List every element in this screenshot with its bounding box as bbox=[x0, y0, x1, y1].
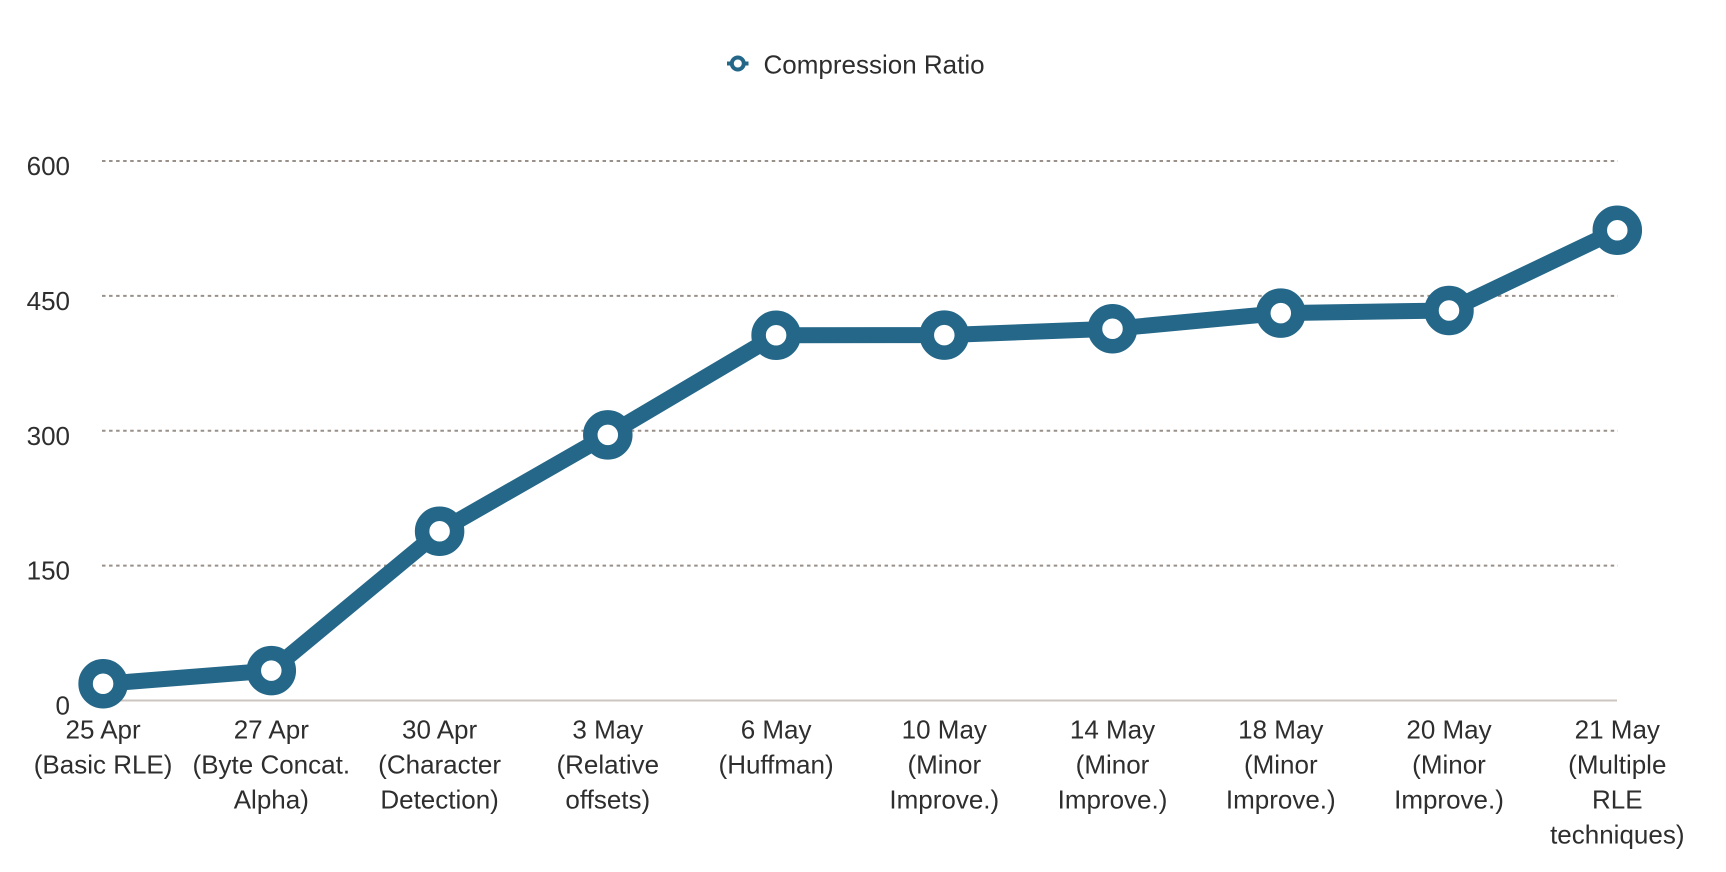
svg-text:(Huffman): (Huffman) bbox=[719, 750, 834, 780]
svg-text:Compression Ratio: Compression Ratio bbox=[764, 50, 985, 80]
svg-text:(Minor: (Minor bbox=[1244, 750, 1318, 780]
svg-text:21 May: 21 May bbox=[1575, 715, 1660, 745]
svg-text:Improve.): Improve.) bbox=[1058, 785, 1168, 815]
svg-text:(Minor: (Minor bbox=[1412, 750, 1486, 780]
svg-text:RLE: RLE bbox=[1592, 785, 1643, 815]
svg-text:Detection): Detection) bbox=[380, 785, 499, 815]
svg-text:(Byte Concat.: (Byte Concat. bbox=[193, 750, 351, 780]
svg-text:300: 300 bbox=[27, 421, 70, 451]
svg-text:14 May: 14 May bbox=[1070, 715, 1155, 745]
svg-text:150: 150 bbox=[27, 556, 70, 586]
svg-text:(Minor: (Minor bbox=[1076, 750, 1150, 780]
svg-text:Improve.): Improve.) bbox=[1226, 785, 1336, 815]
svg-text:offsets): offsets) bbox=[565, 785, 650, 815]
svg-text:Improve.): Improve.) bbox=[889, 785, 999, 815]
svg-text:(Minor: (Minor bbox=[907, 750, 981, 780]
svg-text:3 May: 3 May bbox=[572, 715, 643, 745]
svg-text:(Basic RLE): (Basic RLE) bbox=[34, 750, 173, 780]
svg-text:(Multiple: (Multiple bbox=[1568, 750, 1666, 780]
svg-text:Alpha): Alpha) bbox=[234, 785, 309, 815]
svg-text:6 May: 6 May bbox=[741, 715, 812, 745]
svg-text:450: 450 bbox=[27, 286, 70, 316]
svg-text:(Character: (Character bbox=[378, 750, 501, 780]
svg-text:25 Apr: 25 Apr bbox=[66, 715, 142, 745]
svg-text:techniques): techniques) bbox=[1550, 820, 1684, 850]
svg-text:600: 600 bbox=[27, 151, 70, 181]
svg-text:0: 0 bbox=[56, 691, 70, 721]
svg-text:10 May: 10 May bbox=[902, 715, 987, 745]
svg-text:27 Apr: 27 Apr bbox=[234, 715, 310, 745]
svg-text:(Relative: (Relative bbox=[557, 750, 660, 780]
svg-text:18 May: 18 May bbox=[1238, 715, 1323, 745]
svg-text:20 May: 20 May bbox=[1406, 715, 1491, 745]
svg-text:Improve.): Improve.) bbox=[1394, 785, 1504, 815]
svg-text:30 Apr: 30 Apr bbox=[402, 715, 478, 745]
